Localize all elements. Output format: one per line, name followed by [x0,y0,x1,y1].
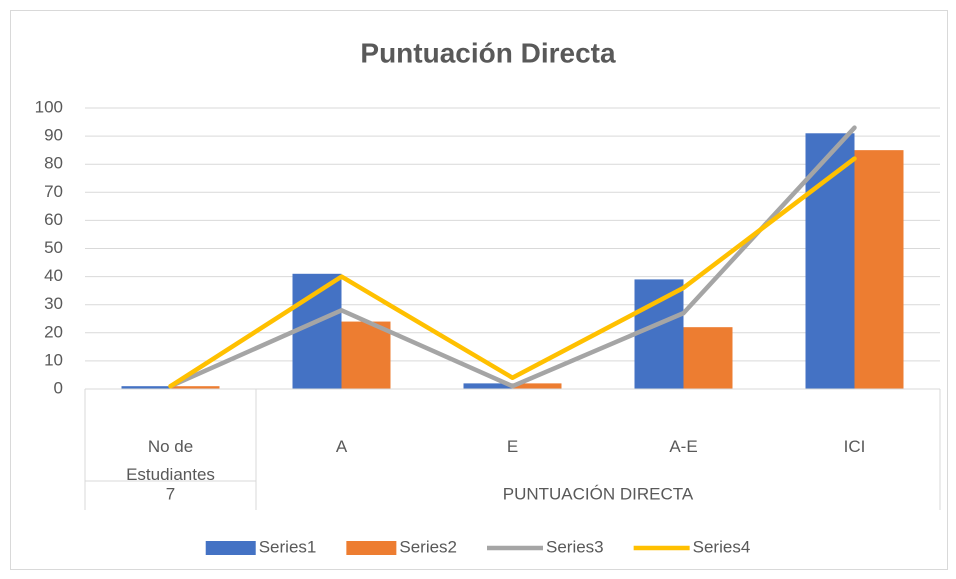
x-tick-label-box: ICI [843,437,866,456]
x-tick-label: No de Estudiantes [126,437,215,484]
y-tick-label: 40 [44,266,63,285]
line [168,156,857,389]
line [168,125,857,389]
y-tick-label: 30 [44,294,63,313]
x-tick-label-box: A-E [669,437,698,456]
bar [121,386,171,389]
y-tick-label: 60 [44,210,63,229]
y-tick-label: 90 [44,126,63,145]
legend-swatch [205,541,256,555]
bar [512,383,562,389]
y-tick-label: 80 [44,154,63,173]
bar [634,279,684,389]
x-tick-label-box: E [506,437,519,456]
legend-item: Series4 [633,537,751,556]
bar [683,327,733,389]
y-tick-label: 0 [54,378,63,397]
x-tick-label: ICI [843,437,866,456]
group-label: PUNTUACIÓN DIRECTA [503,484,694,503]
bar [463,383,513,389]
legend-label: Series3 [546,537,604,556]
bar [341,321,391,389]
x-tick-label: A [335,437,348,456]
y-tick-label: 10 [44,350,63,369]
bar [170,386,220,389]
bar [854,150,904,389]
y-tick-label: 20 [44,322,63,341]
group-label: 7 [166,484,175,503]
chart-title: Puntuación Directa [360,37,616,68]
x-tick-label-box: No de Estudiantes [126,437,215,484]
legend-label: Series4 [693,537,751,556]
legend-label: Series2 [399,537,457,556]
legend-item: Series3 [487,537,604,556]
y-tick-label: 70 [44,182,63,201]
chart-border [10,10,948,570]
legend-item: Series1 [205,537,317,556]
legend-item: Series2 [346,537,457,556]
legend-label: Series1 [259,537,317,556]
y-tick-label: 50 [44,238,63,257]
legend-swatch [346,541,397,555]
x-tick-label-box: A [335,437,348,456]
x-tick-label: E [506,437,519,456]
y-tick-label: 100 [35,97,63,116]
x-tick-label: A-E [669,437,698,456]
